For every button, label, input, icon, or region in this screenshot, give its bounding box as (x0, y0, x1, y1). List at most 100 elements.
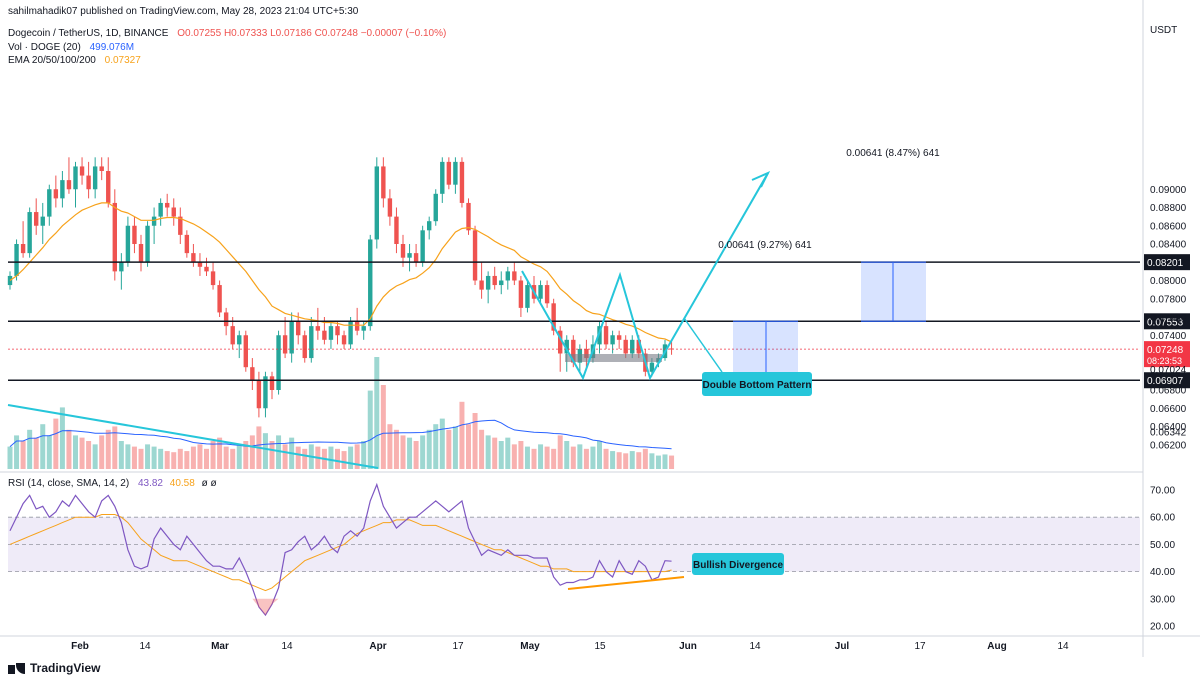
candle-body (335, 326, 340, 336)
ema-value: 0.07327 (104, 55, 141, 66)
candle-body (485, 275, 491, 290)
volume-bar (302, 448, 308, 469)
volume-bar (210, 441, 216, 469)
candle-body (125, 225, 131, 263)
volume-bar (40, 424, 46, 469)
callout-pointer (683, 317, 723, 373)
volume-bar (655, 455, 661, 469)
volume-bar (20, 441, 26, 469)
price-tick-label: 0.07024 (1150, 365, 1187, 376)
candle-body (132, 225, 137, 244)
price-tick-label: 0.08600 (1150, 221, 1187, 232)
time-tick-label: Feb (71, 641, 89, 652)
candle-body (669, 348, 674, 350)
volume-bar (662, 454, 668, 469)
candle-body (237, 335, 242, 345)
volume-bar (99, 435, 105, 469)
candle-body (230, 326, 235, 345)
rsi-band (8, 517, 1140, 572)
measure-label-2: 0.00641 (8.47%) 641 (846, 148, 940, 159)
volume-bar (407, 437, 413, 469)
candle-body (276, 335, 281, 390)
price-tick-label: 0.09000 (1150, 185, 1187, 196)
volume-bar (354, 444, 360, 469)
volume-bar (426, 429, 432, 469)
time-tick-label: Jul (835, 641, 850, 652)
price-tick-label: 0.06800 (1150, 386, 1187, 397)
callout-label: Double Bottom Pattern (703, 380, 812, 391)
volume-bar (204, 448, 209, 469)
candle-body (525, 285, 530, 308)
candle-body (138, 244, 144, 263)
candle-body (544, 285, 550, 304)
time-tick-label: Apr (369, 641, 386, 652)
candle-body (361, 326, 366, 331)
candle-body (341, 335, 347, 345)
candle-body (27, 212, 32, 254)
volume-bar (374, 357, 380, 469)
rsi-tick-label: 70.00 (1150, 486, 1175, 497)
volume-bar (551, 448, 557, 469)
level-tag (1144, 254, 1190, 271)
candle-body (269, 376, 275, 390)
volume-bar (590, 446, 596, 469)
candle-body (616, 335, 622, 340)
candle-body (597, 326, 602, 345)
volume-bar (583, 448, 589, 469)
ema-legend: EMA 20/50/100/200 0.07327 (8, 55, 141, 66)
volume-bar (393, 429, 399, 469)
candle-body (40, 216, 45, 226)
volume-bar (492, 437, 498, 469)
time-tick-label: 14 (749, 641, 761, 652)
volume-bar (86, 441, 92, 469)
candle-body (191, 253, 196, 263)
level-tag-label: 0.06907 (1147, 376, 1184, 387)
volume-bar (125, 444, 131, 469)
volume-bar (505, 437, 511, 469)
volume-bar (14, 435, 20, 469)
volume-bar (420, 435, 426, 469)
volume-bar (145, 444, 151, 469)
candle-body (34, 212, 39, 226)
candle-body (413, 253, 419, 263)
candle-body (538, 285, 543, 299)
candle-body (86, 175, 91, 190)
rsi-tick-label: 60.00 (1150, 513, 1175, 524)
price-tick-label: 0.06400 (1150, 422, 1187, 433)
volume-bar (190, 446, 196, 469)
volume-bar (269, 441, 275, 469)
volume-bar (328, 446, 334, 469)
volume-bar (92, 444, 98, 469)
tradingview-logo-icon (8, 662, 26, 674)
candle-body (472, 230, 478, 281)
volume-bar (73, 435, 78, 469)
rsi-tick-label: 40.00 (1150, 567, 1175, 578)
candle-body (649, 362, 655, 372)
candle-body (302, 335, 307, 359)
rsi-tick-label: 20.00 (1150, 622, 1175, 633)
candle-body (505, 271, 510, 281)
volume-bar (236, 444, 242, 469)
candle-body (66, 180, 72, 190)
tradingview-logo[interactable]: TradingView (8, 661, 100, 675)
candle-body (204, 266, 209, 272)
candle-body (79, 166, 85, 176)
time-tick-label: 17 (914, 641, 926, 652)
volume-bar (380, 385, 386, 469)
candle-body (20, 244, 26, 254)
level-tag-label: 0.08201 (1147, 258, 1184, 269)
level-tag (1144, 372, 1190, 389)
volume-bar (171, 452, 177, 469)
candle-body (571, 339, 576, 363)
candle-body (282, 335, 288, 354)
candle-body (551, 303, 556, 331)
rsi-value: 43.82 (137, 478, 163, 489)
candle-body (623, 339, 628, 354)
volume-bar (27, 429, 33, 469)
volume-bar (197, 444, 203, 469)
volume-bar (158, 448, 164, 469)
downtrend-line (7, 404, 379, 469)
ohlc-values: O0.07255 H0.07333 L0.07186 C0.07248 −0.0… (177, 28, 447, 39)
candle-body (243, 335, 248, 368)
